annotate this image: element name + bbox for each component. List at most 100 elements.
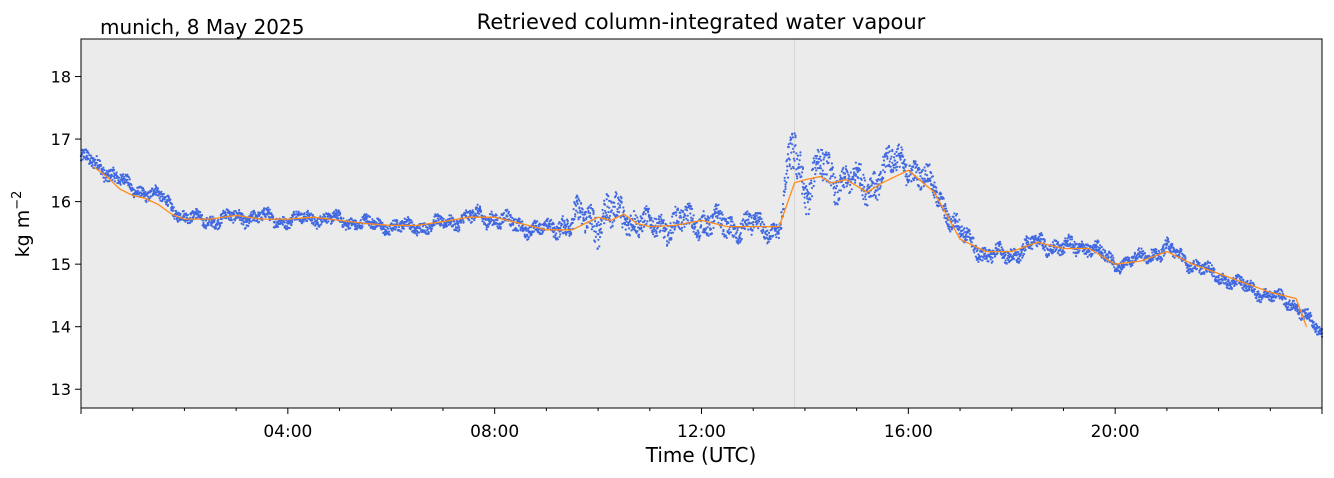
raw-point [1081, 246, 1084, 249]
raw-point [177, 211, 180, 214]
raw-point [669, 229, 672, 232]
raw-point [590, 223, 593, 226]
raw-point [801, 166, 805, 169]
raw-point [368, 224, 371, 227]
raw-point [594, 220, 597, 223]
raw-point [642, 210, 646, 214]
raw-point [1219, 281, 1223, 284]
raw-point [945, 220, 948, 223]
raw-point [87, 157, 90, 160]
raw-point [636, 216, 639, 219]
raw-point [305, 220, 309, 223]
raw-point [969, 233, 972, 236]
raw-point [496, 219, 499, 222]
raw-point [767, 240, 771, 243]
raw-point [1022, 252, 1026, 256]
raw-point [911, 165, 915, 168]
raw-point [632, 210, 636, 213]
raw-point [678, 216, 681, 219]
raw-point [382, 227, 386, 230]
raw-point [1051, 248, 1054, 251]
raw-point [604, 203, 607, 206]
raw-point [1086, 255, 1089, 258]
raw-point [621, 226, 624, 229]
raw-point [449, 223, 452, 226]
raw-point [995, 247, 998, 250]
raw-point [945, 207, 948, 210]
raw-point [582, 216, 585, 219]
raw-point [450, 214, 453, 217]
raw-point [1150, 248, 1153, 251]
raw-point [344, 228, 347, 231]
raw-point [812, 157, 815, 160]
raw-point [858, 163, 861, 166]
raw-point [752, 221, 755, 224]
raw-point [1288, 299, 1291, 302]
raw-point [705, 231, 708, 234]
raw-point [589, 217, 593, 220]
raw-point [238, 218, 242, 222]
raw-point [1263, 293, 1266, 296]
raw-point [616, 214, 619, 217]
raw-point [1292, 299, 1295, 302]
raw-point [144, 191, 147, 194]
raw-point [307, 212, 310, 215]
y-tick-label: 16 [51, 193, 71, 212]
raw-point [310, 219, 314, 222]
y-axis-label-exponent: −2 [10, 191, 25, 210]
raw-point [1171, 255, 1175, 258]
raw-point [339, 220, 342, 223]
raw-point [882, 169, 885, 172]
raw-point [997, 248, 1000, 251]
raw-point [416, 234, 419, 237]
raw-point [1249, 279, 1252, 282]
raw-point [142, 195, 145, 198]
raw-point [786, 169, 789, 172]
raw-point [1167, 240, 1170, 243]
raw-point [680, 229, 684, 232]
raw-point [869, 177, 872, 180]
raw-point [844, 175, 847, 178]
raw-point [950, 228, 954, 231]
raw-point [854, 161, 858, 164]
y-tick-label: 13 [51, 380, 71, 399]
raw-point [819, 164, 822, 167]
raw-point [640, 226, 643, 229]
raw-point [1102, 248, 1105, 251]
raw-point [1095, 245, 1098, 248]
raw-point [725, 222, 728, 225]
raw-point [743, 213, 746, 216]
raw-point [832, 172, 835, 176]
raw-point [1017, 253, 1020, 256]
raw-point [986, 255, 989, 258]
raw-point [845, 185, 848, 188]
raw-point [584, 218, 588, 221]
raw-point [1166, 238, 1170, 241]
raw-point [783, 190, 786, 194]
raw-point [604, 215, 607, 218]
raw-point [252, 219, 255, 222]
raw-point [864, 198, 867, 201]
raw-point [577, 197, 580, 201]
raw-point [924, 173, 927, 176]
raw-point [1119, 270, 1122, 273]
raw-point [132, 188, 136, 191]
raw-point [686, 214, 689, 217]
raw-point [785, 181, 788, 184]
raw-point [1221, 279, 1224, 282]
raw-point [790, 137, 793, 140]
raw-point [984, 248, 988, 251]
raw-point [800, 175, 803, 178]
raw-point [902, 155, 905, 158]
raw-point [546, 227, 550, 230]
raw-point [561, 219, 564, 222]
raw-point [267, 206, 270, 209]
raw-point [679, 228, 682, 231]
raw-point [828, 156, 831, 159]
raw-point [752, 214, 755, 217]
raw-point [1106, 253, 1109, 256]
raw-point [589, 203, 593, 206]
raw-point [105, 169, 108, 172]
raw-point [1006, 257, 1009, 260]
raw-point [849, 183, 852, 186]
